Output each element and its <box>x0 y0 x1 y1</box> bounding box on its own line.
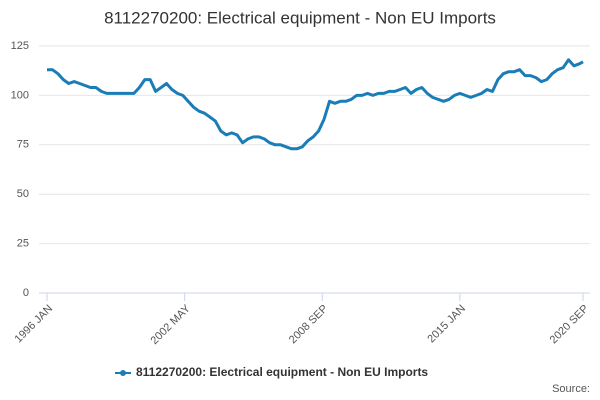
y-tick-label: 100 <box>11 89 29 101</box>
x-tick-label: 2008 SEP <box>287 303 331 347</box>
series-line <box>47 58 584 151</box>
y-tick-label: 125 <box>11 40 29 52</box>
x-tick-label: 2020 SEP <box>548 303 592 347</box>
x-tick-label: 2002 MAY <box>149 302 194 347</box>
y-tick-label: 50 <box>17 188 29 200</box>
legend-label: 8112270200: Electrical equipment - Non E… <box>136 365 428 379</box>
chart-title: 8112270200: Electrical equipment - Non E… <box>104 8 496 27</box>
x-tick-label: 2015 JAN <box>425 303 468 346</box>
x-tick-label: 1996 JAN <box>13 303 56 346</box>
y-tick-label: 75 <box>17 139 29 151</box>
source: Source: <box>552 383 590 395</box>
y-tick-label: 25 <box>17 238 29 250</box>
y-tick-label: 0 <box>23 287 29 299</box>
legend-marker <box>120 370 126 376</box>
